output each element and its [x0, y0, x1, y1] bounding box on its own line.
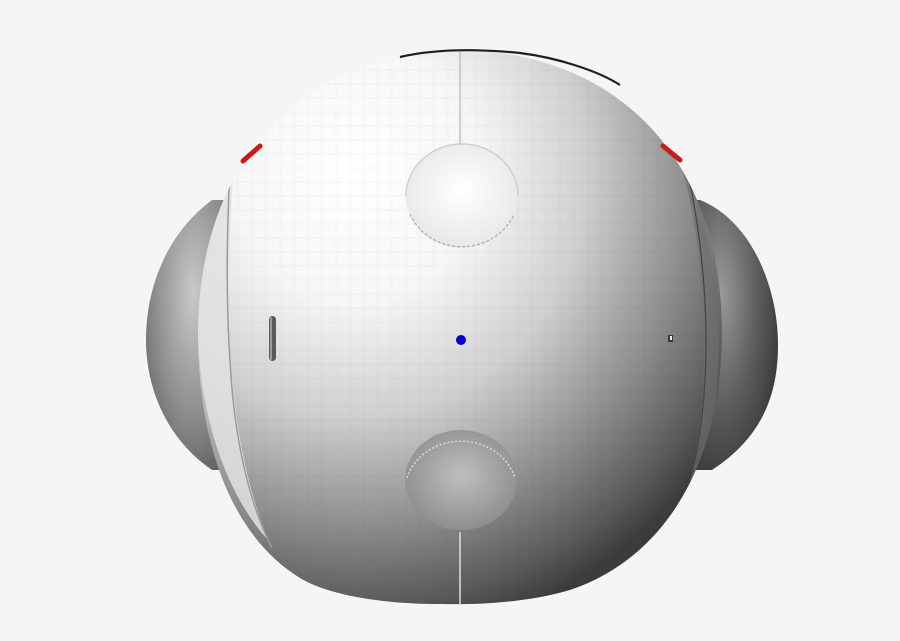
left-slot	[269, 316, 276, 361]
top-recess	[405, 143, 519, 248]
sphere-body	[198, 49, 722, 605]
edge-marker-right[interactable]	[660, 143, 683, 163]
center-point[interactable]	[456, 335, 466, 345]
bottom-recess	[405, 430, 517, 530]
edge-marker-left[interactable]	[240, 143, 263, 164]
